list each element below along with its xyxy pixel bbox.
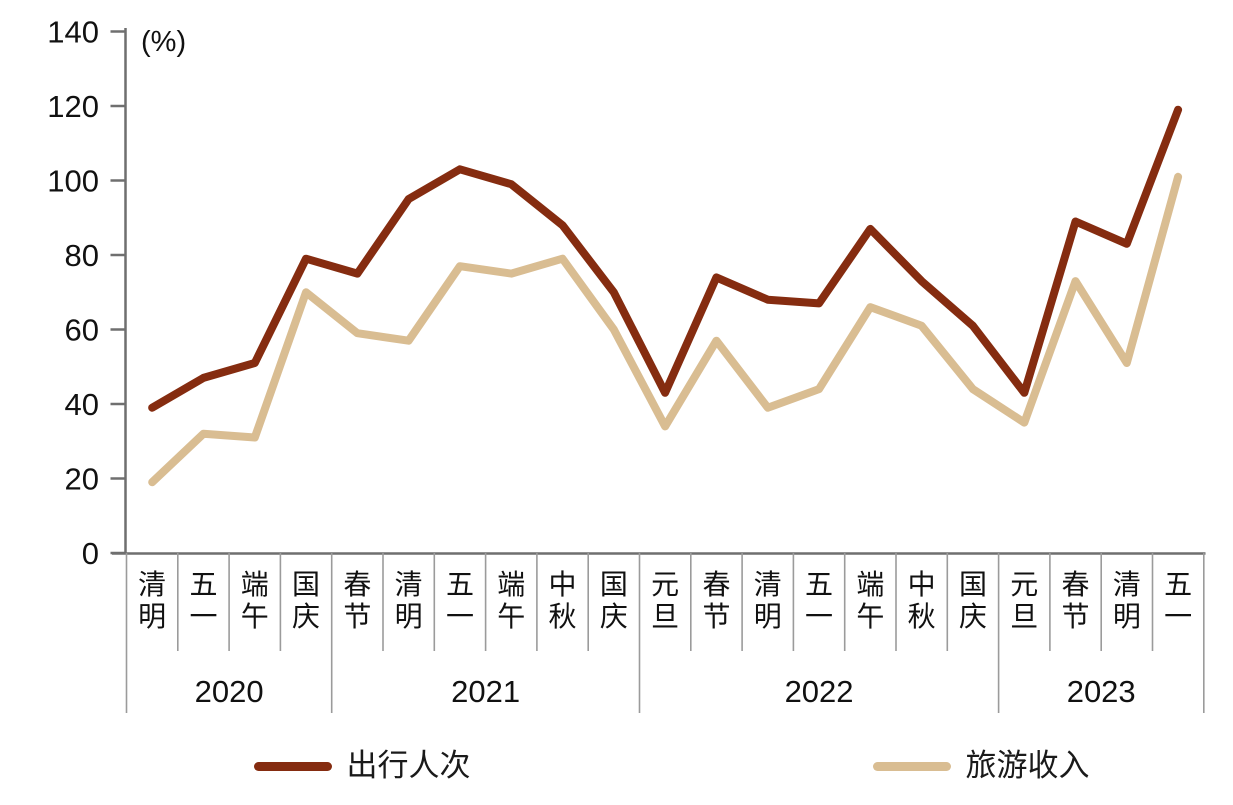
x-category-label: 春节 xyxy=(702,569,730,632)
x-category-label: 元旦 xyxy=(651,569,679,632)
y-axis-unit-label: (%) xyxy=(141,26,186,58)
x-category-label: 清明 xyxy=(395,569,423,632)
x-category-label: 端午 xyxy=(497,569,525,632)
y-tick-label: 60 xyxy=(65,313,99,348)
legend-item-trips: 出行人次 xyxy=(253,744,471,788)
x-category-label: 国庆 xyxy=(959,569,987,632)
x-category-label: 五一 xyxy=(446,569,474,632)
x-category-label: 清明 xyxy=(754,569,782,632)
x-category-label: 清明 xyxy=(138,569,166,632)
x-category-label: 清明 xyxy=(1113,569,1141,632)
x-category-label: 国庆 xyxy=(600,569,628,632)
x-category-label: 元旦 xyxy=(1010,569,1038,632)
series-line-1 xyxy=(148,172,1183,487)
year-label: 2021 xyxy=(451,674,520,709)
y-tick-label: 20 xyxy=(65,462,99,497)
x-category-label: 五一 xyxy=(1164,569,1192,632)
year-label: 2022 xyxy=(785,674,854,709)
legend: 出行人次 旅游收入 xyxy=(55,744,1233,788)
x-category-label: 春节 xyxy=(343,569,371,632)
x-category-label: 中秋 xyxy=(908,569,936,632)
y-tick-label: 80 xyxy=(65,238,99,273)
legend-label-revenue: 旅游收入 xyxy=(965,748,1090,783)
x-category-label: 国庆 xyxy=(292,569,320,632)
y-tick-label: 0 xyxy=(82,536,99,571)
year-label: 2020 xyxy=(195,674,264,709)
legend-item-revenue: 旅游收入 xyxy=(872,744,1090,788)
legend-swatch-revenue xyxy=(872,761,951,771)
legend-swatch-trips xyxy=(253,761,332,771)
x-category-label: 端午 xyxy=(856,569,884,632)
x-category-label: 五一 xyxy=(189,569,217,632)
x-category-label: 春节 xyxy=(1062,569,1090,632)
y-tick-label: 140 xyxy=(47,15,99,50)
y-tick-label: 120 xyxy=(47,89,99,124)
y-tick-label: 100 xyxy=(47,164,99,199)
x-category-label: 端午 xyxy=(241,569,269,632)
y-tick-label: 40 xyxy=(65,387,99,422)
x-category-label: 中秋 xyxy=(549,569,577,632)
series-line-0 xyxy=(148,105,1183,412)
x-category-label: 五一 xyxy=(805,569,833,632)
year-label: 2023 xyxy=(1067,674,1136,709)
legend-label-trips: 出行人次 xyxy=(346,748,471,783)
